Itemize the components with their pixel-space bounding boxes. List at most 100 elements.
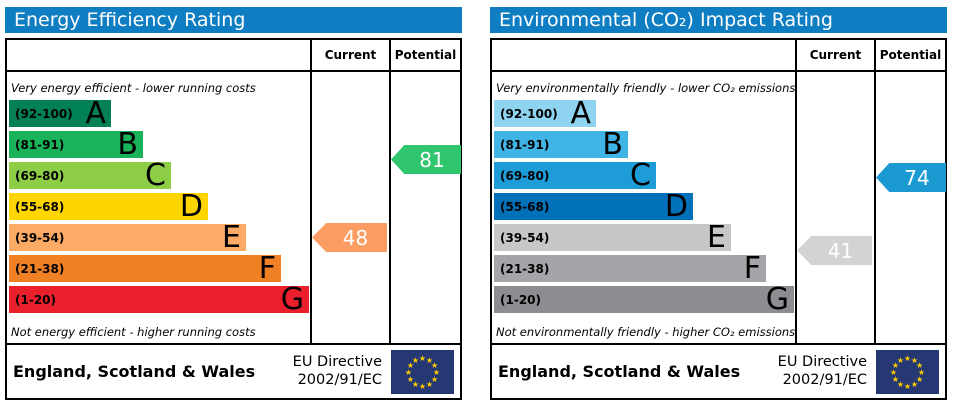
band-letter: F — [743, 251, 761, 286]
band-letter: C — [145, 158, 166, 193]
eu-flag-icon: ★ ★★ ★★★ ★★★ ★★★ — [391, 349, 454, 394]
header-underline — [7, 70, 460, 72]
potential-rating-arrow: 74 — [876, 163, 946, 192]
current-column-header: Current — [809, 48, 862, 62]
band-range-label: (69-80) — [15, 168, 65, 183]
eu-flag-icon: ★ ★★ ★★★ ★★★ ★★★ — [876, 349, 939, 394]
band-row-e: (39-54) E — [494, 220, 731, 255]
svg-text:★: ★ — [892, 375, 899, 384]
svg-text:★: ★ — [918, 368, 925, 377]
band-row-d: (55-68) D — [9, 189, 208, 224]
top-caption: Very energy efficient - lower running co… — [11, 81, 256, 95]
band-letter: D — [664, 189, 688, 224]
svg-text:★: ★ — [426, 355, 433, 364]
region-label: England, Scotland & Wales — [498, 362, 741, 381]
svg-text:★: ★ — [431, 375, 438, 384]
footer: England, Scotland & Wales EU Directive 2… — [5, 343, 462, 400]
band-range-label: (39-54) — [500, 230, 550, 245]
svg-text:★: ★ — [897, 380, 904, 389]
bottom-caption: Not environmentally friendly - higher CO… — [496, 325, 796, 339]
band-row-g: (1-20) G — [494, 282, 794, 317]
band-range-label: (92-100) — [500, 106, 558, 121]
band-row-d: (55-68) D — [494, 189, 693, 224]
svg-text:★: ★ — [890, 368, 897, 377]
potential-column-header: Potential — [394, 48, 457, 62]
band-range-label: (55-68) — [500, 199, 550, 214]
svg-text:★: ★ — [426, 380, 433, 389]
svg-text:★: ★ — [431, 361, 438, 370]
band-range-label: (21-38) — [15, 261, 65, 276]
svg-text:★: ★ — [904, 382, 911, 391]
band-range-label: (92-100) — [15, 106, 73, 121]
svg-text:★: ★ — [419, 382, 426, 391]
svg-text:★: ★ — [407, 361, 414, 370]
top-caption: Very environmentally friendly - lower CO… — [496, 81, 796, 95]
band-letter: E — [707, 220, 726, 255]
band-row-a: (92-100) A — [494, 96, 596, 131]
svg-text:★: ★ — [412, 380, 419, 389]
band-letter: E — [222, 220, 241, 255]
current-rating-value: 41 — [827, 238, 854, 263]
current-column-header: Current — [324, 48, 377, 62]
svg-text:★: ★ — [916, 361, 923, 370]
band-range-label: (55-68) — [15, 199, 65, 214]
panel-title: Energy Efficiency Rating — [5, 7, 462, 33]
svg-text:★: ★ — [911, 380, 918, 389]
band-row-f: (21-38) F — [9, 254, 281, 284]
potential-rating-value: 81 — [419, 147, 445, 172]
column-divider — [310, 40, 312, 343]
potential-column-header: Potential — [879, 48, 942, 62]
current-rating-value: 48 — [342, 225, 369, 250]
svg-text:★: ★ — [892, 361, 899, 370]
potential-rating-arrow: 81 — [391, 145, 461, 174]
band-row-g: (1-20) G — [9, 282, 309, 317]
band-letter: G — [765, 282, 789, 317]
band-letter: G — [280, 282, 304, 317]
rating-table: Current Potential Very environmentally f… — [490, 38, 947, 345]
band-row-a: (92-100) A — [9, 96, 111, 131]
band-letter: B — [602, 127, 623, 162]
band-letter: B — [117, 127, 138, 162]
band-range-label: (81-91) — [500, 137, 550, 152]
svg-text:★: ★ — [911, 355, 918, 364]
band-row-b: (81-91) B — [9, 127, 143, 162]
band-range-label: (1-20) — [500, 292, 541, 307]
rating-table: Current Potential Very energy efficient … — [5, 38, 462, 345]
band-letter: A — [570, 96, 591, 131]
co2-impact-panel: Environmental (CO₂) Impact Rating Curren… — [485, 0, 952, 404]
band-row-c: (69-80) C — [494, 158, 656, 193]
potential-rating-value: 74 — [904, 165, 930, 190]
svg-text:★: ★ — [916, 375, 923, 384]
eu-directive-label: EU Directive 2002/91/EC — [292, 354, 382, 388]
svg-text:★: ★ — [897, 355, 904, 364]
current-rating-arrow: 48 — [312, 223, 387, 252]
band-letter: C — [630, 158, 651, 193]
column-divider — [874, 40, 876, 343]
panel-title: Environmental (CO₂) Impact Rating — [490, 7, 947, 33]
band-range-label: (81-91) — [15, 137, 65, 152]
eu-directive-label: EU Directive 2002/91/EC — [777, 354, 867, 388]
svg-text:★: ★ — [904, 354, 911, 363]
svg-text:★: ★ — [433, 368, 440, 377]
band-row-f: (21-38) F — [494, 251, 766, 286]
column-divider — [389, 40, 391, 343]
header-underline — [492, 70, 945, 72]
footer: England, Scotland & Wales EU Directive 2… — [490, 343, 947, 400]
band-letter: D — [179, 189, 203, 224]
band-range-label: (21-38) — [500, 261, 550, 276]
band-range-label: (69-80) — [500, 168, 550, 183]
svg-text:★: ★ — [405, 368, 412, 377]
band-row-c: (69-80) C — [9, 158, 171, 193]
column-divider — [795, 40, 797, 343]
energy-efficiency-panel: Energy Efficiency Rating Current Potenti… — [0, 0, 467, 404]
bottom-caption: Not energy efficient - higher running co… — [11, 325, 256, 339]
band-letter: A — [85, 96, 106, 131]
svg-text:★: ★ — [412, 355, 419, 364]
current-rating-arrow: 41 — [797, 236, 872, 265]
svg-text:★: ★ — [419, 354, 426, 363]
svg-text:★: ★ — [407, 375, 414, 384]
region-label: England, Scotland & Wales — [13, 362, 256, 381]
band-row-e: (39-54) E — [9, 220, 246, 255]
band-range-label: (39-54) — [15, 230, 65, 245]
